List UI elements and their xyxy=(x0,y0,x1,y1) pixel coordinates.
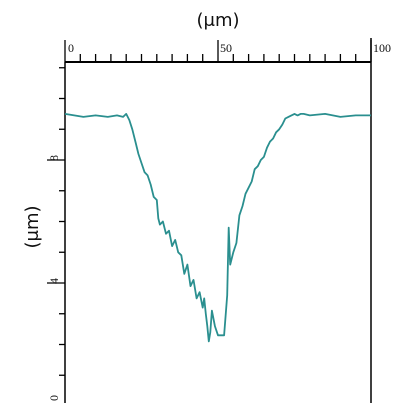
profile-series-line xyxy=(64,113,371,343)
y-axis-title: (μm) xyxy=(22,205,43,248)
x-ticks xyxy=(64,40,372,62)
y-tick-label-4: 4 xyxy=(47,278,61,284)
y-ticks xyxy=(47,67,65,376)
y-tick-label-8: 8 xyxy=(47,155,61,161)
x-axis-title: (μm) xyxy=(196,10,239,31)
x-tick-label-50: 50 xyxy=(220,41,232,55)
x-tick-label-0: 0 xyxy=(68,41,74,55)
x-tick-label-100: 100 xyxy=(373,41,391,55)
y-tick-label-0: 0 xyxy=(47,395,61,401)
